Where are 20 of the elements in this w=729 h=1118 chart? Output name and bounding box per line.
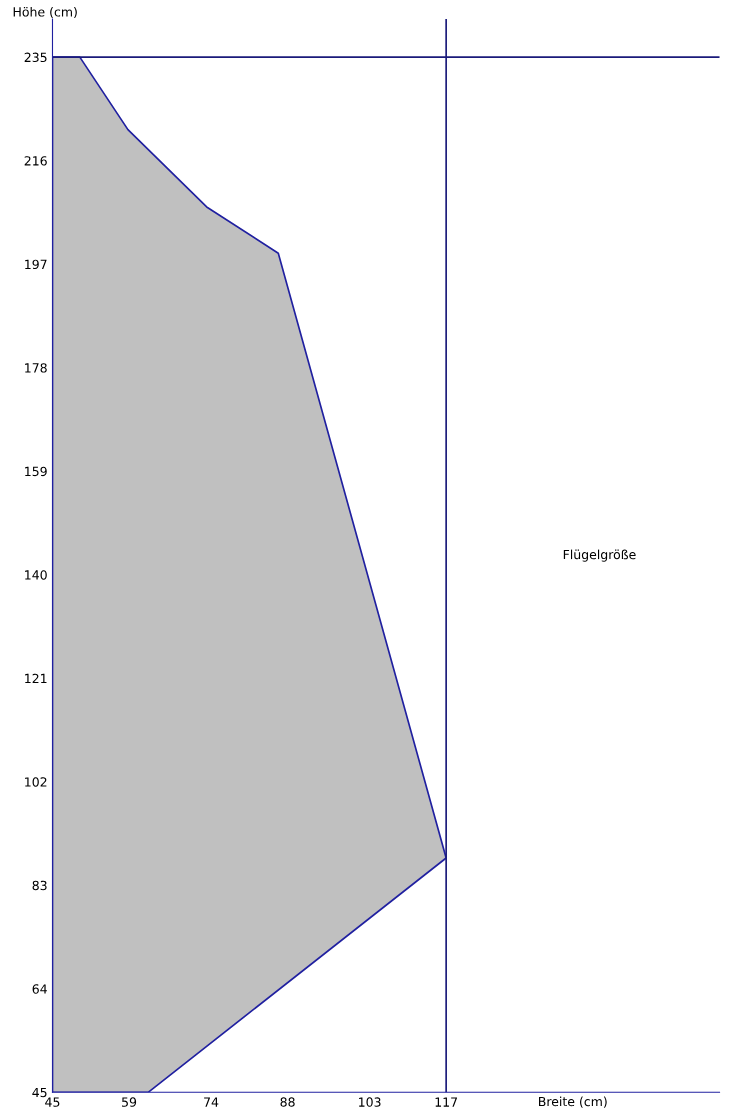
x-axis-title: Breite (cm) [539,1096,607,1108]
x-tick-label: 45 [45,1097,60,1107]
annotation: Flügelgröße [563,549,636,562]
x-tick-label: 117 [435,1097,458,1107]
y-tick-label: 197 [25,259,47,270]
y-tick-label: 64 [32,984,47,994]
y-tick-label: 140 [25,570,47,580]
y-tick-label: 102 [25,777,47,787]
x-tick-label: 74 [204,1097,219,1107]
x-tick-label: 88 [280,1097,295,1107]
x-tick-label: 103 [359,1097,381,1107]
y-tick-label: 83 [32,880,47,891]
y-tick-label: 178 [25,363,47,373]
x-tick-label: 59 [122,1097,137,1107]
y-axis-title: Höhe (cm) [13,6,77,19]
y-tick-label: 121 [25,673,47,683]
y-tick-label: 235 [24,52,47,63]
y-tick-label: 216 [24,156,47,166]
y-tick-label: 159 [25,466,47,477]
y-tick-label: 45 [32,1087,47,1098]
